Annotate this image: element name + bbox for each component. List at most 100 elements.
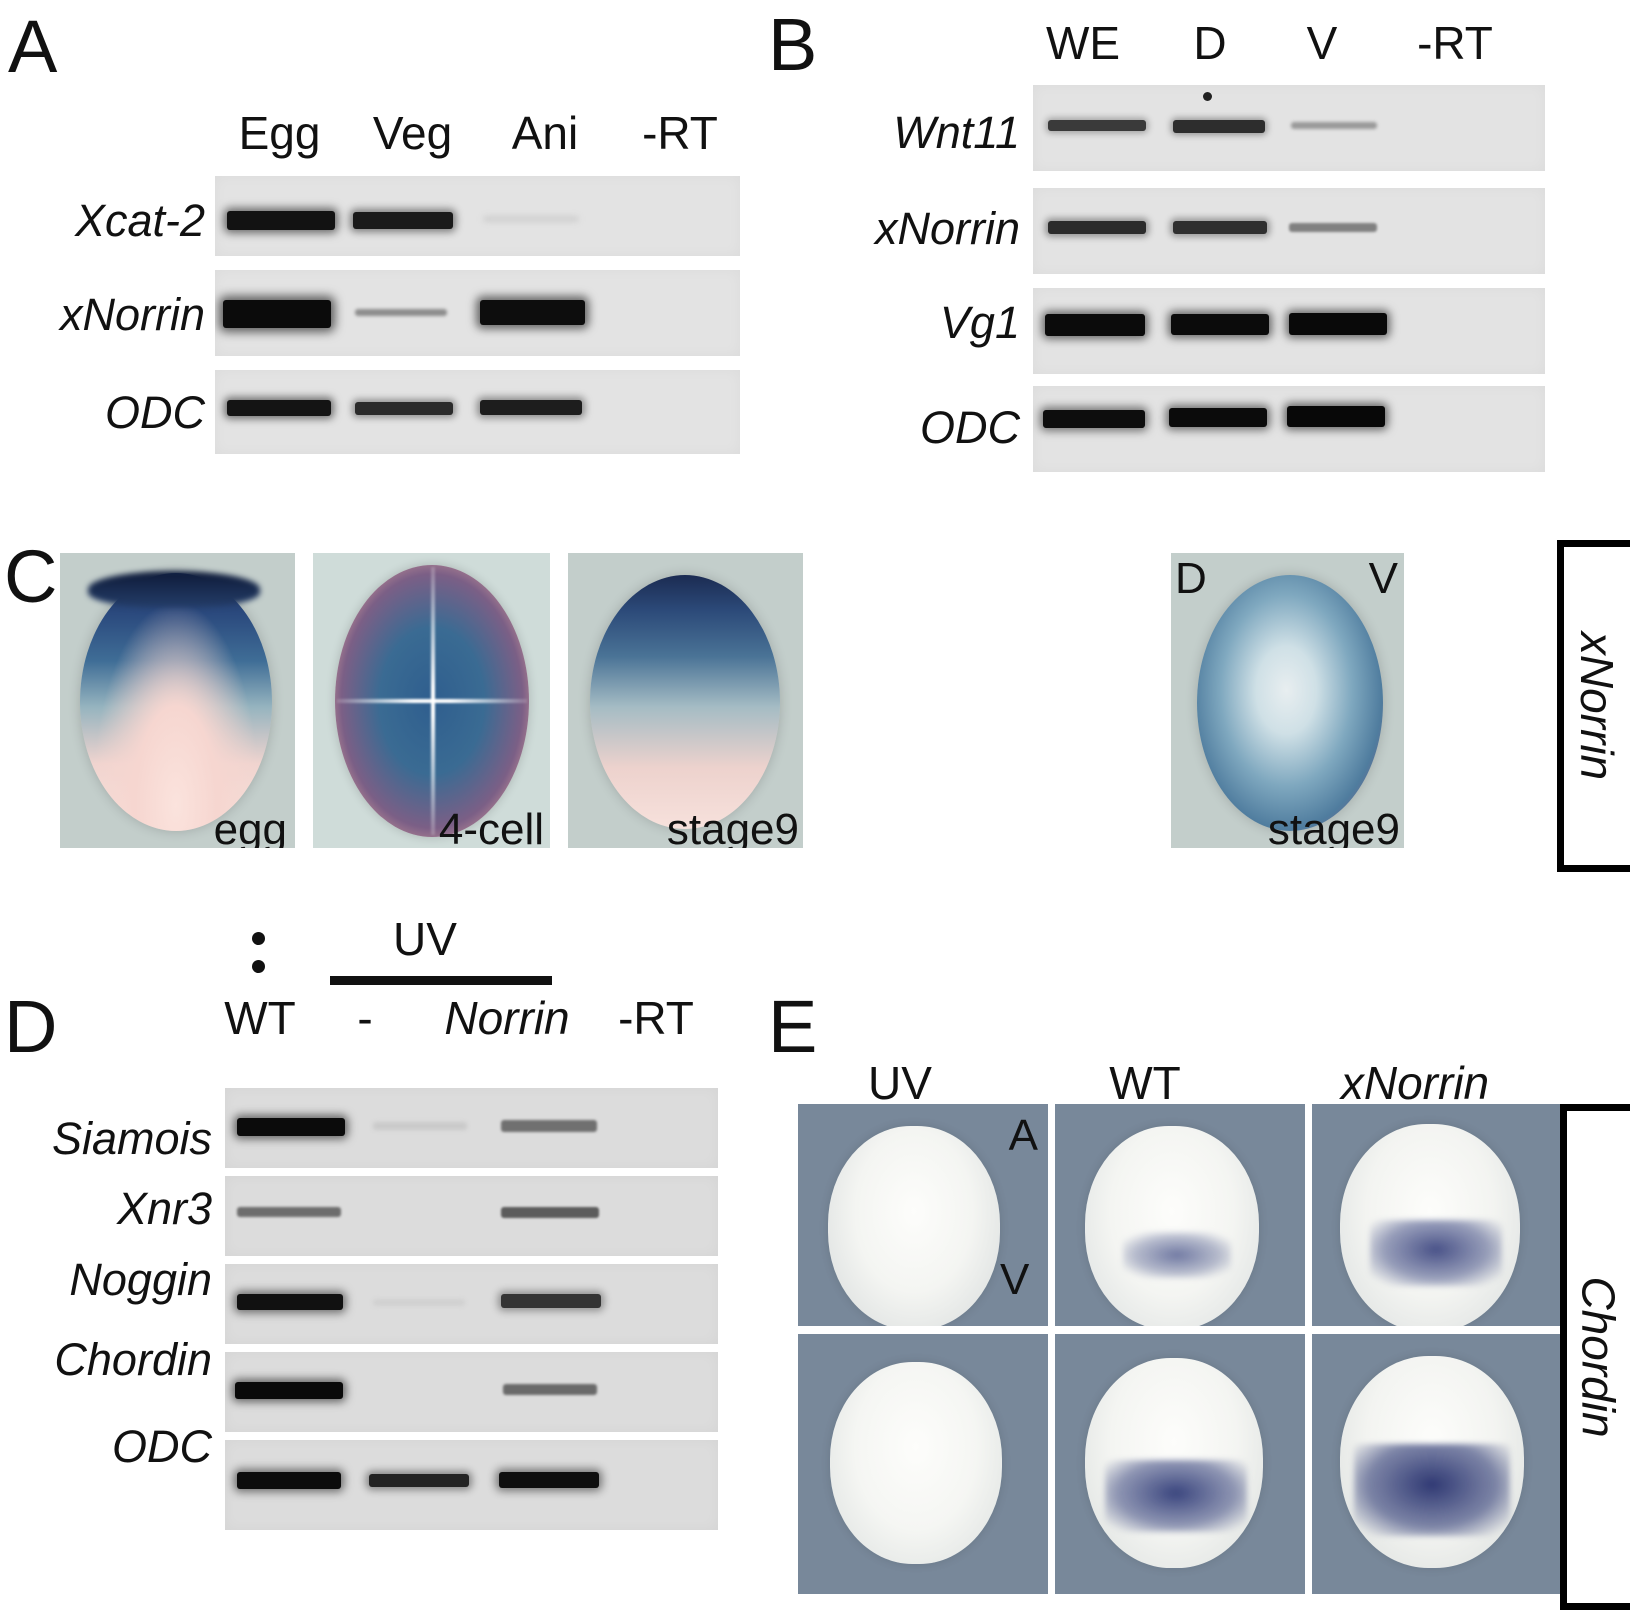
gel-band bbox=[501, 1294, 601, 1308]
embryo-shape bbox=[828, 1126, 1000, 1326]
chordin-stain bbox=[1105, 1460, 1247, 1532]
panel-a-gene-label-odc: ODC bbox=[105, 387, 205, 438]
panel-d-gel-siamois bbox=[225, 1088, 718, 1168]
gel-band bbox=[223, 300, 331, 328]
panel-d-gene-label-chordin: Chordin bbox=[54, 1334, 212, 1385]
gel-band bbox=[1048, 221, 1146, 234]
panel-a-gel-xcat2 bbox=[215, 176, 740, 256]
panel-e-cell-stage10-wt bbox=[1055, 1334, 1305, 1594]
panel-a-gene-label-xnorrin: xNorrin bbox=[59, 289, 205, 340]
panel-e-axis-label-v: V bbox=[1000, 1255, 1030, 1304]
gel-band bbox=[480, 400, 582, 415]
panel-e-axis-label-a: A bbox=[1008, 1111, 1038, 1160]
panel-c-probe-box: xNorrin bbox=[1557, 540, 1630, 872]
panel-e-probe-label: Chordin bbox=[1573, 1276, 1625, 1438]
panel-c-caption-stage9-vegetal: stage9 bbox=[1267, 805, 1400, 849]
chordin-stain bbox=[1123, 1232, 1231, 1278]
panel-e-probe-box: Chordin bbox=[1560, 1104, 1630, 1610]
panel-b-letter: B bbox=[768, 3, 818, 86]
panel-b-lane-label-v: V bbox=[1306, 17, 1338, 69]
panel-d-lane-label-norrin: Norrin bbox=[444, 992, 570, 1044]
panel-e-cell-stage10-uv bbox=[798, 1334, 1048, 1594]
chordin-stain bbox=[1354, 1444, 1510, 1536]
embryo-shape bbox=[1197, 575, 1383, 831]
panel-b-gene-label-wnt11: Wnt11 bbox=[893, 107, 1020, 158]
panel-d-gel-odc bbox=[225, 1440, 718, 1530]
panel-a-lane-label-ani: Ani bbox=[511, 107, 579, 159]
panel-e-cell-stage9-uv: A bbox=[798, 1104, 1048, 1326]
gel-band bbox=[1169, 408, 1267, 427]
embryo-pigment-cap bbox=[88, 571, 260, 607]
panel-e-column-label-xnorrin: xNorrin bbox=[1340, 1057, 1490, 1109]
panel-a-lane-label-nort: -RT bbox=[642, 107, 718, 159]
panel-d-letter: D bbox=[4, 985, 58, 1068]
panel-c-image-stage9-vegetal: D V stage9 bbox=[1171, 553, 1404, 848]
panel-e-cell-stage9-xnorrin bbox=[1312, 1104, 1562, 1326]
gel-band bbox=[373, 1299, 465, 1306]
panel-a-gene-label-xcat2: Xcat-2 bbox=[74, 195, 205, 246]
gel-band bbox=[373, 1122, 467, 1130]
gel-band bbox=[235, 1382, 343, 1399]
panel-d-gel-xnr3 bbox=[225, 1176, 718, 1256]
gel-band bbox=[499, 1472, 599, 1488]
panel-d-dot-lower bbox=[252, 960, 265, 973]
gel-band bbox=[1173, 120, 1265, 133]
panel-b-gene-label-vg1: Vg1 bbox=[939, 297, 1020, 348]
panel-d-lane-label-minus: - bbox=[357, 992, 373, 1044]
embryo-shape bbox=[80, 573, 272, 831]
panel-c-caption-stage9: stage9 bbox=[666, 805, 799, 849]
panel-e-letter: E bbox=[768, 985, 818, 1068]
panel-e-cell-stage9-wt bbox=[1055, 1104, 1305, 1326]
panel-c-corner-label-v: V bbox=[1368, 554, 1398, 603]
panel-c-image-stage9-lateral: stage9 bbox=[568, 553, 803, 848]
panel-a-letter: A bbox=[8, 5, 58, 88]
panel-b-lane-label-we: WE bbox=[1045, 17, 1121, 69]
panel-b-gel-wnt11 bbox=[1033, 85, 1545, 171]
gel-band bbox=[1043, 410, 1145, 428]
gel-band bbox=[237, 1294, 343, 1310]
gel-band bbox=[1287, 406, 1385, 427]
gel-band bbox=[237, 1207, 341, 1217]
embryo-shape bbox=[590, 575, 780, 829]
gel-band bbox=[501, 1207, 599, 1218]
embryo-shape bbox=[1085, 1126, 1259, 1326]
panel-d-gene-label-odc: ODC bbox=[112, 1421, 212, 1472]
gel-band bbox=[355, 402, 453, 415]
gel-band bbox=[1173, 221, 1267, 234]
panel-a-lane-label-egg: Egg bbox=[238, 107, 321, 159]
gel-band bbox=[1171, 314, 1269, 335]
gel-band bbox=[1291, 122, 1377, 129]
panel-c-corner-label-d: D bbox=[1175, 554, 1207, 603]
gel-band bbox=[353, 212, 453, 229]
panel-d-gel-noggin bbox=[225, 1264, 718, 1344]
panel-e-column-label-wt: WT bbox=[1109, 1057, 1181, 1109]
panel-e-column-label-uv: UV bbox=[868, 1057, 932, 1109]
panel-c-caption-4cell: 4-cell bbox=[438, 805, 544, 849]
panel-b-gel-vg1 bbox=[1033, 288, 1545, 374]
panel-e-cell-stage10-xnorrin bbox=[1312, 1334, 1562, 1594]
panel-b-gene-label-odc: ODC bbox=[920, 402, 1020, 453]
panel-b-gel-xnorrin bbox=[1033, 188, 1545, 274]
panel-c-caption-egg: egg bbox=[213, 805, 287, 849]
panel-d-gene-label-siamois: Siamois bbox=[51, 1113, 212, 1164]
embryo-shape bbox=[830, 1362, 1002, 1564]
panel-c-letter: C bbox=[4, 535, 58, 618]
panel-a-lane-label-veg: Veg bbox=[372, 107, 453, 159]
panel-b-lane-label-d: D bbox=[1193, 17, 1227, 69]
panel-d-group-rule bbox=[330, 976, 552, 985]
cleavage-furrow-horizontal bbox=[337, 699, 527, 703]
panel-c-probe-label: xNorrin bbox=[1571, 631, 1623, 781]
panel-d-lane-label-nort: -RT bbox=[618, 992, 694, 1044]
panel-a-gel-odc bbox=[215, 370, 740, 454]
panel-a-gel-xnorrin bbox=[215, 270, 740, 356]
gel-band bbox=[483, 216, 579, 222]
panel-d-gene-label-noggin: Noggin bbox=[69, 1254, 212, 1305]
gel-band bbox=[227, 400, 331, 416]
gel-band bbox=[501, 1120, 597, 1132]
panel-c-image-egg: egg bbox=[60, 553, 295, 848]
gel-band bbox=[369, 1474, 469, 1487]
panel-d-lane-label-wt: WT bbox=[224, 992, 296, 1044]
panel-b-gel-odc bbox=[1033, 386, 1545, 472]
gel-band bbox=[1045, 314, 1145, 336]
panel-b-lane-label-nort: -RT bbox=[1417, 17, 1493, 69]
